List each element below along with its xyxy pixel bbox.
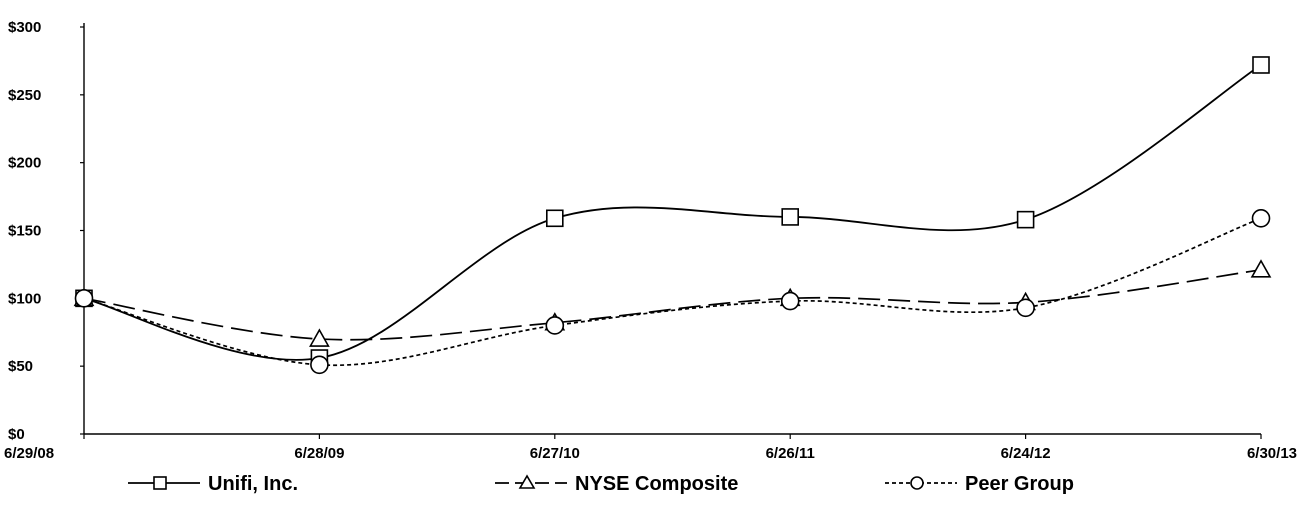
series-lines [83, 64, 1262, 367]
legend-label: NYSE Composite [575, 473, 738, 495]
data-point-nyse-composite [309, 328, 330, 347]
data-point-peer-group [545, 316, 565, 335]
data-point-unifi-inc [1252, 56, 1270, 74]
data-point-peer-group [310, 355, 329, 375]
legend-label: Unifi, Inc. [208, 473, 298, 495]
legend-label: Peer Group [965, 473, 1074, 495]
data-point-peer-group [74, 289, 94, 308]
legend-marker [153, 476, 167, 490]
legend-marker [910, 476, 924, 490]
y-tick-label: $100 [8, 290, 41, 307]
x-tick-label: 6/27/10 [530, 445, 580, 462]
y-tick-label: $250 [8, 87, 41, 104]
series-line-unifi-inc [83, 64, 1262, 361]
y-tick-label: $150 [8, 223, 41, 240]
data-point-unifi-inc [545, 209, 564, 228]
series-line-peer-group [83, 217, 1262, 367]
x-tick-label: 6/26/11 [766, 445, 815, 462]
y-tick-label: $200 [8, 155, 41, 172]
legend-item-nyse-composite: NYSE Composite [495, 473, 738, 495]
axes [80, 23, 1262, 439]
y-tick-label: $300 [8, 19, 41, 36]
legend: Unifi, Inc. NYSE Composite Peer Group [128, 473, 1074, 495]
x-tick-label: 6/30/13 [1247, 445, 1297, 462]
legend-item-peer-group: Peer Group [885, 473, 1074, 495]
data-point-nyse-composite [1250, 259, 1272, 278]
x-tick-label: 6/24/12 [1001, 445, 1051, 462]
legend-marker [518, 474, 536, 489]
series-line-nyse-composite [83, 269, 1262, 341]
data-point-peer-group [1016, 298, 1035, 318]
data-point-peer-group [1251, 208, 1271, 228]
x-tick-labels: 6/29/08 6/28/09 6/27/10 6/26/11 6/24/12 6/30/… [4, 445, 1297, 462]
data-point-unifi-inc [1016, 210, 1035, 229]
y-tick-labels: $0 $50 $100 $150 $200 $250 $300 [8, 19, 41, 443]
data-point-peer-group [780, 291, 800, 311]
legend-item-unifi-inc: Unifi, Inc. [128, 473, 298, 495]
data-point-unifi-inc [781, 208, 800, 226]
x-tick-label: 6/29/08 [4, 445, 54, 462]
x-tick-label: 6/28/09 [294, 445, 344, 462]
y-tick-label: $50 [8, 358, 33, 375]
y-tick-label: $0 [8, 426, 25, 443]
series-markers [73, 56, 1272, 375]
